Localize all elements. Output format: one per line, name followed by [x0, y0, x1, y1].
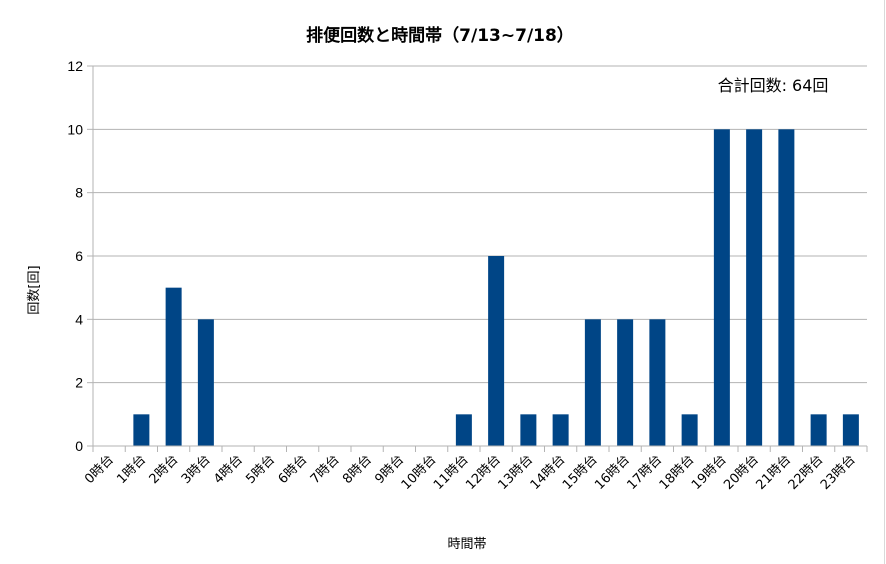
bar-2 [165, 287, 182, 446]
x-tick-label: 7時台 [308, 452, 343, 487]
x-tick-label: 20時台 [721, 452, 762, 493]
x-tick-label: 21時台 [754, 452, 795, 493]
bar-22 [810, 414, 827, 446]
x-tick-label: 0時台 [82, 452, 117, 487]
bar-18 [681, 414, 698, 446]
bar-11 [455, 414, 472, 446]
x-tick-label: 11時台 [431, 452, 472, 493]
bar-15 [584, 319, 601, 446]
bar-17 [649, 319, 666, 446]
x-tick-label: 16時台 [592, 452, 633, 493]
bar-16 [617, 319, 634, 446]
x-tick-label: 15時台 [560, 452, 601, 493]
chart-title: 排便回数と時間帯（7/13~7/18） [306, 25, 574, 46]
y-axis-label: 回数[回] [27, 265, 42, 314]
x-tick-label: 3時台 [179, 452, 214, 487]
y-tick-label: 2 [75, 375, 83, 391]
y-tick-labels: 0 2 4 6 8 10 12 [67, 58, 83, 454]
x-tick-label: 5時台 [243, 452, 278, 487]
x-tick-label: 8時台 [340, 452, 375, 487]
bar-23 [842, 414, 859, 446]
y-tick-label: 10 [67, 121, 83, 137]
bar-3 [197, 319, 214, 446]
x-tick-labels: 0時台1時台2時台3時台4時台5時台6時台7時台8時台9時台10時台11時台12… [82, 452, 859, 493]
y-tick-label: 6 [75, 248, 83, 264]
x-tick-label: 22時台 [786, 452, 827, 493]
frame-border [884, 0, 885, 564]
bar-14 [552, 414, 569, 446]
x-tick-label: 23時台 [818, 452, 859, 493]
x-tick-label: 13時台 [496, 452, 537, 493]
bar-1 [133, 414, 150, 446]
bar-19 [713, 129, 730, 447]
bar-12 [488, 256, 505, 446]
bar-13 [520, 414, 537, 446]
bar-20 [746, 129, 763, 447]
axes [92, 66, 868, 452]
y-tick-label: 4 [75, 311, 83, 327]
x-tick-label: 14時台 [528, 452, 569, 493]
annotation-total: 合計回数: 64回 [718, 76, 829, 95]
bars [133, 129, 859, 447]
x-tick-label: 4時台 [211, 452, 246, 487]
bar-21 [778, 129, 795, 447]
x-tick-label: 12時台 [463, 452, 504, 493]
x-tick-label: 2時台 [147, 452, 182, 487]
gridlines [87, 65, 867, 447]
x-tick-label: 18時台 [657, 452, 698, 493]
y-tick-label: 12 [67, 58, 83, 74]
x-tick-label: 17時台 [625, 452, 666, 493]
x-tick-label: 6時台 [276, 452, 311, 487]
y-tick-label: 8 [75, 185, 83, 201]
x-tick-label: 19時台 [689, 452, 730, 493]
x-axis-label: 時間帯 [447, 537, 486, 552]
x-tick-label: 1時台 [114, 452, 149, 487]
x-tick-label: 10時台 [399, 452, 440, 493]
y-tick-label: 0 [75, 438, 83, 454]
